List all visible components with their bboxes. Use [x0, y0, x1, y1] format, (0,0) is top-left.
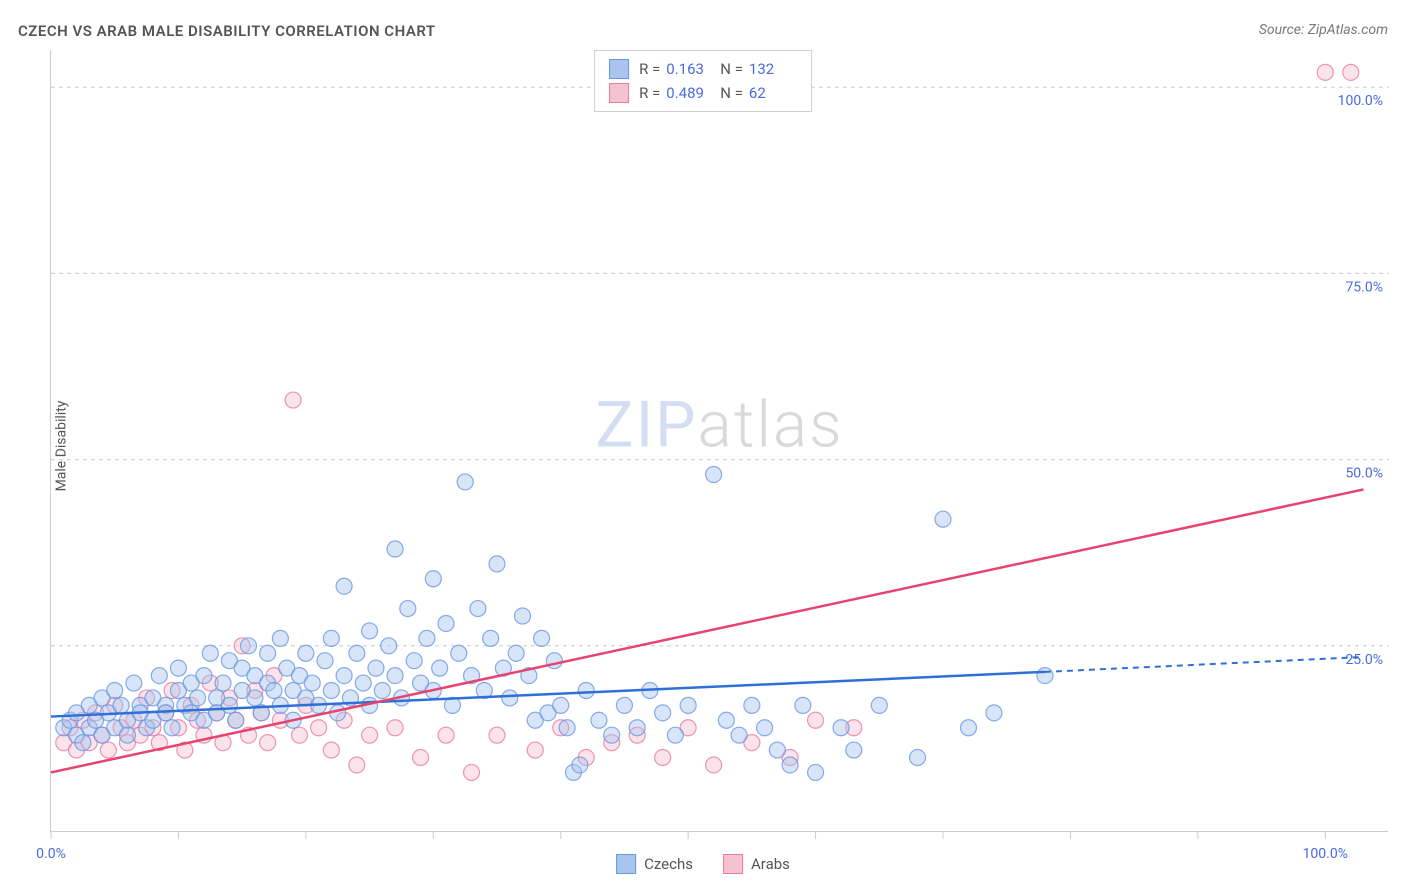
svg-text:50.0%: 50.0% — [1345, 466, 1383, 482]
svg-text:0.0%: 0.0% — [36, 846, 66, 862]
r-val: 0.489 — [666, 81, 714, 105]
legend-row-czechs: R = 0.163 N = 132 — [609, 57, 797, 81]
legend-label: Czechs — [644, 855, 693, 873]
svg-text:100.0%: 100.0% — [1303, 846, 1348, 862]
legend-swatch-arabs — [609, 83, 629, 103]
legend-bottom: Czechs Arabs — [616, 854, 790, 874]
n-label: N = — [720, 81, 743, 105]
svg-text:75.0%: 75.0% — [1345, 279, 1383, 295]
n-label: N = — [720, 57, 743, 81]
legend-text-arabs: R = 0.489 N = 62 — [639, 81, 797, 105]
legend-text-czechs: R = 0.163 N = 132 — [639, 57, 797, 81]
legend-top: R = 0.163 N = 132 R = 0.489 N = 62 — [594, 50, 812, 112]
r-label: R = — [639, 57, 660, 81]
legend-swatch — [616, 854, 636, 874]
r-label: R = — [639, 81, 660, 105]
svg-text:25.0%: 25.0% — [1345, 652, 1383, 668]
r-val: 0.163 — [666, 57, 714, 81]
n-val: 62 — [749, 81, 797, 105]
n-val: 132 — [749, 57, 797, 81]
legend-row-arabs: R = 0.489 N = 62 — [609, 81, 797, 105]
legend-bottom-arabs: Arabs — [723, 854, 790, 874]
legend-swatch-czechs — [609, 59, 629, 79]
legend-swatch — [723, 854, 743, 874]
svg-text:100.0%: 100.0% — [1338, 93, 1383, 109]
legend-bottom-czechs: Czechs — [616, 854, 693, 874]
plot-area: 25.0%50.0%75.0%100.0%0.0%100.0% ZIPatlas — [50, 50, 1388, 832]
legend-label: Arabs — [751, 855, 790, 873]
source-label: Source: ZipAtlas.com — [1259, 22, 1388, 38]
plot-svg: 25.0%50.0%75.0%100.0%0.0%100.0% — [51, 50, 1388, 831]
chart-title: CZECH VS ARAB MALE DISABILITY CORRELATIO… — [18, 22, 436, 40]
chart-container: CZECH VS ARAB MALE DISABILITY CORRELATIO… — [0, 0, 1406, 892]
